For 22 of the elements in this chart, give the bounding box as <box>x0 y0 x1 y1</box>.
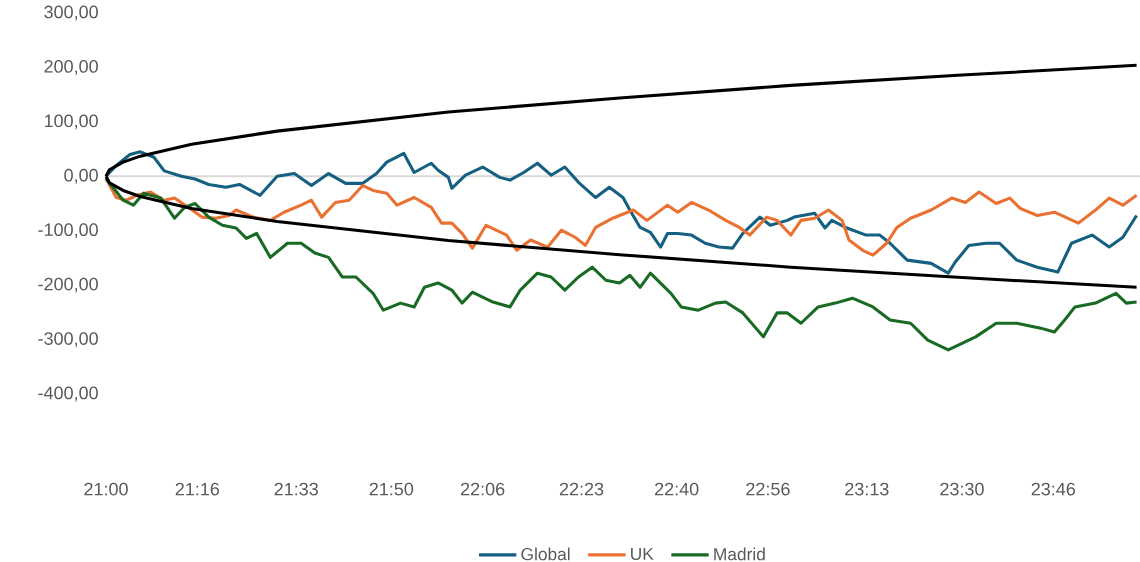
y-tick-label: -400,00 <box>38 386 98 402</box>
y-tick-label: -300,00 <box>38 332 98 348</box>
x-tick-label: 22:40 <box>655 482 699 496</box>
x-tick-label: 23:46 <box>1031 482 1076 496</box>
x-tick-label: 23:30 <box>940 482 984 496</box>
x-tick-label: 21:16 <box>175 482 220 496</box>
y-tick-label: -100,00 <box>38 223 98 239</box>
y-tick-label: 200,00 <box>44 60 98 75</box>
y-tick-label: 0,00 <box>64 168 98 184</box>
x-tick-label: 22:23 <box>559 482 604 496</box>
x-tick-label: 22:06 <box>461 482 505 496</box>
legend-label: UK <box>631 547 654 561</box>
y-tick-label: 300,00 <box>44 5 98 21</box>
y-tick-label: -200,00 <box>38 277 98 293</box>
x-tick-label: 21:50 <box>369 482 414 496</box>
legend-label: Global <box>521 547 570 561</box>
y-tick-label: 100,00 <box>44 114 98 130</box>
x-tick-label: 23:13 <box>845 482 889 496</box>
x-tick-label: 22:56 <box>746 482 790 496</box>
x-tick-label: 21:00 <box>84 482 128 496</box>
legend-label: Madrid <box>714 547 765 561</box>
x-tick-label: 21:33 <box>274 482 318 496</box>
